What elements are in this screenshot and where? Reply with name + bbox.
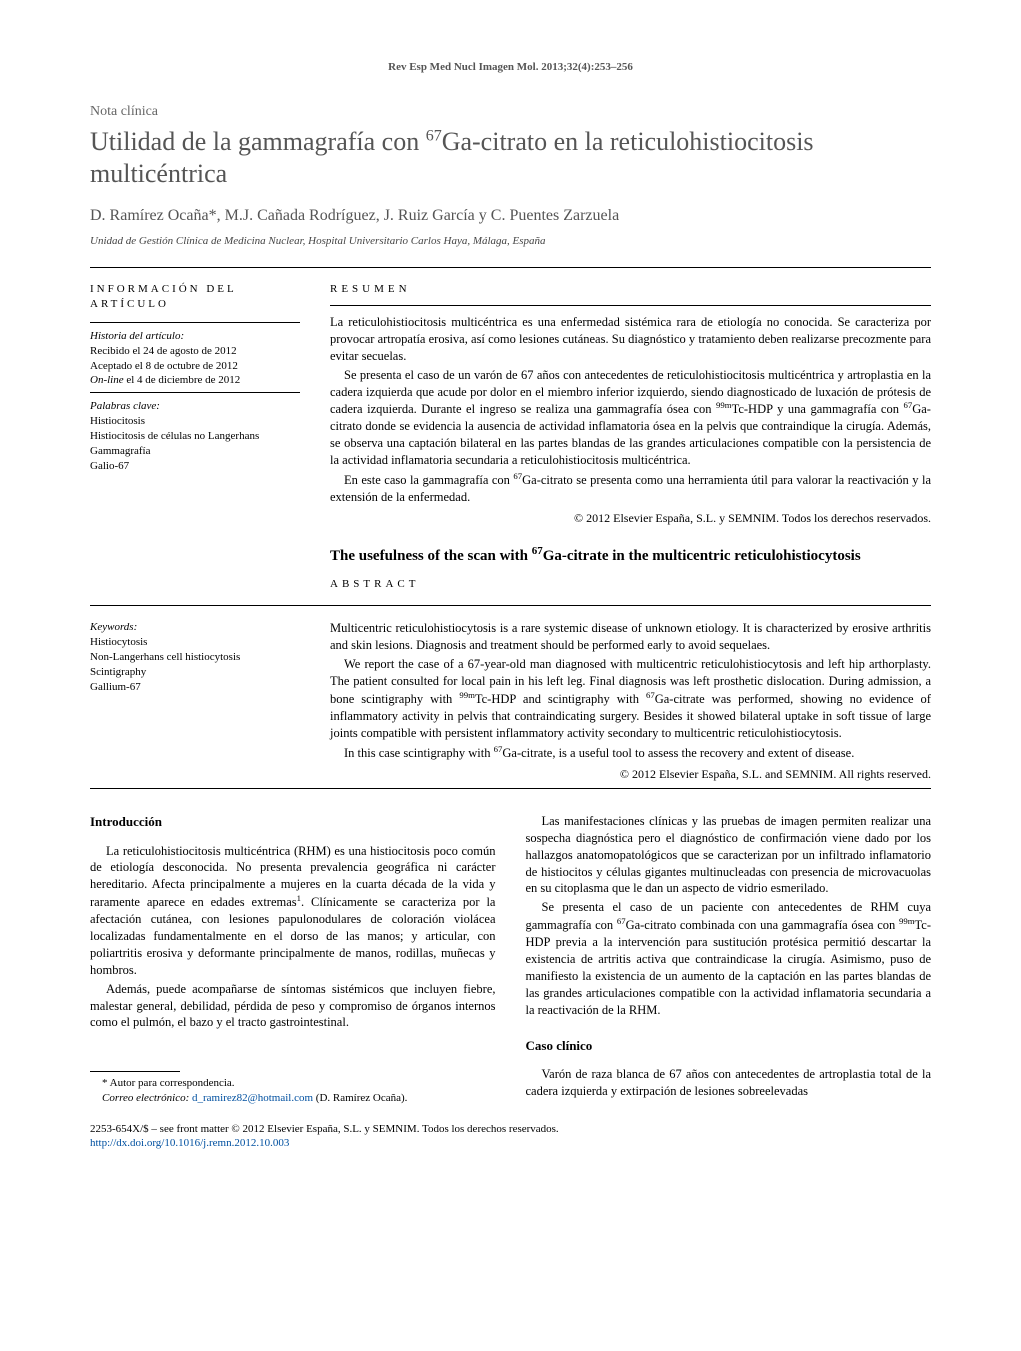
info-and-resumen-block: información del artículo Historia del ar… — [90, 268, 931, 605]
article-info-heading: información del artículo — [90, 282, 300, 312]
abstract-p3: In this case scintigraphy with 67Ga-citr… — [330, 744, 931, 762]
intro-p2: Además, puede acompañarse de síntomas si… — [90, 981, 496, 1032]
keywords-and-abstract-block: Keywords: Histiocytosis Non-Langerhans c… — [90, 606, 931, 788]
abstract-heading: abstract — [330, 577, 931, 592]
email-label: Correo electrónico: — [102, 1092, 192, 1104]
abstract-p1: Multicentric reticulohistiocytosis is a … — [330, 620, 931, 654]
footnote-block: * Autor para correspondencia. Correo ele… — [90, 1071, 496, 1106]
body-two-column: Introducción La reticulohistiocitosis mu… — [90, 813, 931, 1106]
abstract-copyright: © 2012 Elsevier España, S.L. and SEMNIM.… — [330, 766, 931, 782]
resumen-column: resumen La reticulohistiocitosis multicé… — [330, 282, 931, 599]
keywords-en-column: Keywords: Histiocytosis Non-Langerhans c… — [90, 620, 300, 782]
resumen-p1: La reticulohistiocitosis multicéntrica e… — [330, 314, 931, 365]
article-type: Nota clínica — [90, 103, 931, 122]
abstract-column: Multicentric reticulohistiocytosis is a … — [330, 620, 931, 782]
online-label: On-line — [90, 374, 124, 386]
title-isotope-sup: 67 — [426, 127, 442, 144]
ga-sup-body: 67 — [617, 916, 626, 926]
eng-title-sup: 67 — [532, 545, 543, 557]
body-right-column: Las manifestaciones clínicas y las prueb… — [526, 813, 932, 1106]
intro-p1: La reticulohistiocitosis multicéntrica (… — [90, 843, 496, 979]
keyword-es-1: Histiocitosis — [90, 414, 300, 429]
tc-sup-body: 99m — [899, 916, 915, 926]
caso-p1: Varón de raza blanca de 67 años con ante… — [526, 1066, 932, 1100]
affiliation: Unidad de Gestión Clínica de Medicina Nu… — [90, 234, 931, 249]
resumen-p2: Se presenta el caso de un varón de 67 añ… — [330, 367, 931, 469]
keyword-en-1: Histiocytosis — [90, 635, 300, 650]
ga-sup-en: 67 — [646, 690, 655, 700]
history-accepted: Aceptado el 8 de octubre de 2012 — [90, 359, 300, 374]
author-email-link[interactable]: d_ramirez82@hotmail.com — [192, 1092, 313, 1104]
intro-p4b: Ga-citrato combinada con una gammagrafía… — [626, 918, 899, 932]
keyword-en-4: Gallium-67 — [90, 680, 300, 695]
history-label: Historia del artículo: — [90, 329, 300, 344]
eng-title-post: Ga-citrate in the multicentric reticuloh… — [543, 548, 861, 564]
tc-sup-en: 99m — [459, 690, 475, 700]
history-online: On-line el 4 de diciembre de 2012 — [90, 373, 300, 388]
keyword-es-2: Histiocitosis de células no Langerhans — [90, 429, 300, 444]
intro-p4: Se presenta el caso de un paciente con a… — [526, 899, 932, 1018]
intro-p4c: Tc-HDP previa a la intervención para sus… — [526, 918, 932, 1016]
abstract-p2b: Tc-HDP and scintigraphy with — [475, 692, 646, 706]
keyword-es-4: Galio-67 — [90, 459, 300, 474]
ga-sup: 67 — [903, 400, 912, 410]
intro-p3: Las manifestaciones clínicas y las prueb… — [526, 813, 932, 897]
journal-reference: Rev Esp Med Nucl Imagen Mol. 2013;32(4):… — [90, 60, 931, 75]
abstract-p3b: Ga-citrate, is a useful tool to assess t… — [502, 746, 854, 760]
keyword-en-2: Non-Langerhans cell histiocytosis — [90, 650, 300, 665]
resumen-heading: resumen — [330, 282, 931, 297]
title-text-pre: Utilidad de la gammagrafía con — [90, 127, 426, 156]
front-matter-line: 2253-654X/$ – see front matter © 2012 El… — [90, 1122, 931, 1136]
bottom-metadata: 2253-654X/$ – see front matter © 2012 El… — [90, 1122, 931, 1151]
email-line: Correo electrónico: d_ramirez82@hotmail.… — [90, 1091, 496, 1106]
doi-link[interactable]: http://dx.doi.org/10.1016/j.remn.2012.10… — [90, 1137, 289, 1149]
resumen-p3a: En este caso la gammagrafía con — [344, 473, 513, 487]
body-left-column: Introducción La reticulohistiocitosis mu… — [90, 813, 496, 1106]
abstract-p2: We report the case of a 67-year-old man … — [330, 656, 931, 742]
article-title: Utilidad de la gammagrafía con 67Ga-citr… — [90, 126, 931, 191]
resumen-p3: En este caso la gammagrafía con 67Ga-cit… — [330, 471, 931, 506]
resumen-copyright: © 2012 Elsevier España, S.L. y SEMNIM. T… — [330, 510, 931, 526]
eng-title-pre: The usefulness of the scan with — [330, 548, 532, 564]
corresponding-author: * Autor para correspondencia. — [90, 1076, 496, 1091]
keywords-en-label: Keywords: — [90, 620, 300, 635]
keywords-es-label: Palabras clave: — [90, 399, 300, 414]
online-date: el 4 de diciembre de 2012 — [124, 374, 241, 386]
tc-sup: 99m — [716, 400, 732, 410]
abstract-p3a: In this case scintigraphy with — [344, 746, 494, 760]
resumen-p2b: Tc-HDP y una gammagrafía con — [732, 403, 904, 417]
keyword-en-3: Scintigraphy — [90, 665, 300, 680]
article-info-column: información del artículo Historia del ar… — [90, 282, 300, 599]
keyword-es-3: Gammagrafía — [90, 444, 300, 459]
english-title: The usefulness of the scan with 67Ga-cit… — [330, 544, 931, 567]
introduccion-heading: Introducción — [90, 813, 496, 831]
caso-clinico-heading: Caso clínico — [526, 1037, 932, 1055]
history-received: Recibido el 24 de agosto de 2012 — [90, 344, 300, 359]
rule-bottom — [90, 788, 931, 789]
ga-sup-2: 67 — [513, 471, 522, 481]
authors-line: D. Ramírez Ocaña*, M.J. Cañada Rodríguez… — [90, 205, 931, 227]
email-after: (D. Ramírez Ocaña). — [313, 1092, 407, 1104]
